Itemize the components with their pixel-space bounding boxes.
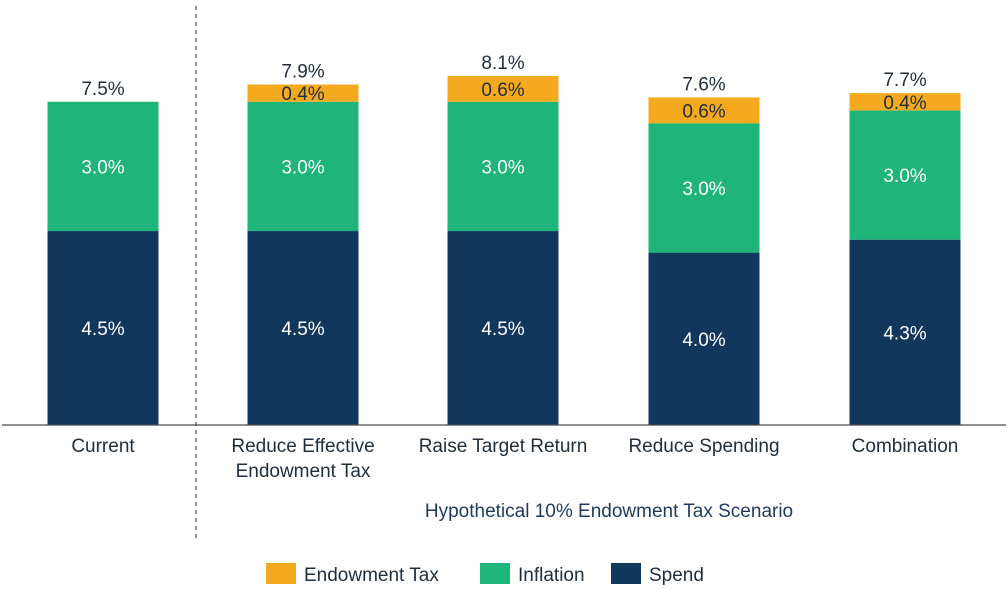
- segment-value-label: 4.3%: [883, 323, 926, 344]
- bar-segment-endowment-tax: [447, 75, 559, 102]
- bar-segment-endowment-tax: [247, 84, 359, 102]
- bar-segment-spend: [47, 231, 159, 425]
- legend-swatch-inflation: [480, 563, 510, 584]
- segment-value-label: 3.0%: [81, 157, 124, 178]
- segment-value-label: 4.5%: [81, 319, 124, 340]
- bar-segment-inflation: [849, 110, 961, 240]
- bar-segment-endowment-tax: [849, 93, 961, 111]
- segment-value-label: 4.5%: [481, 319, 524, 340]
- segment-value-label: 0.4%: [281, 84, 324, 105]
- group-label: Hypothetical 10% Endowment Tax Scenario: [425, 501, 793, 522]
- legend-label: Inflation: [518, 565, 585, 586]
- category-label: Current: [71, 436, 135, 457]
- legend-swatch-endowment-tax: [266, 563, 296, 584]
- segment-value-label: 0.4%: [883, 93, 926, 114]
- segment-value-label: 3.0%: [883, 166, 926, 187]
- category-label: Raise Target Return: [419, 436, 588, 457]
- segment-value-label: 3.0%: [481, 157, 524, 178]
- legend: Endowment Tax Inflation Spend: [266, 563, 704, 586]
- bar-segment-spend: [247, 231, 359, 425]
- bar-total-label: 7.7%: [883, 70, 926, 91]
- segment-value-label: 3.0%: [281, 157, 324, 178]
- bar-segment-endowment-tax: [648, 97, 760, 124]
- legend-swatch-spend: [611, 563, 641, 584]
- category-label: Combination: [852, 436, 959, 457]
- bar-total-label: 8.1%: [481, 53, 524, 74]
- category-label: Endowment Tax: [236, 461, 371, 482]
- bar-total-label: 7.9%: [281, 62, 324, 83]
- segment-value-label: 0.6%: [481, 80, 524, 101]
- bar-segment-spend: [447, 231, 559, 425]
- bar-segment-inflation: [648, 123, 760, 253]
- category-label: Reduce Spending: [628, 436, 779, 457]
- segment-value-label: 4.5%: [281, 319, 324, 340]
- legend-label: Endowment Tax: [304, 565, 439, 586]
- legend-label: Spend: [649, 565, 704, 586]
- bar-segment-spend: [648, 252, 760, 425]
- bar-segment-spend: [849, 239, 961, 425]
- bar-segment-inflation: [447, 101, 559, 232]
- bar-total-label: 7.5%: [81, 79, 124, 100]
- category-label: Reduce Effective: [231, 436, 374, 457]
- segment-value-label: 3.0%: [682, 179, 725, 200]
- bar-segment-inflation: [47, 101, 159, 232]
- segment-value-label: 4.0%: [682, 330, 725, 351]
- segment-value-label: 0.6%: [682, 101, 725, 122]
- bar-total-label: 7.6%: [682, 74, 725, 95]
- bar-segment-inflation: [247, 101, 359, 232]
